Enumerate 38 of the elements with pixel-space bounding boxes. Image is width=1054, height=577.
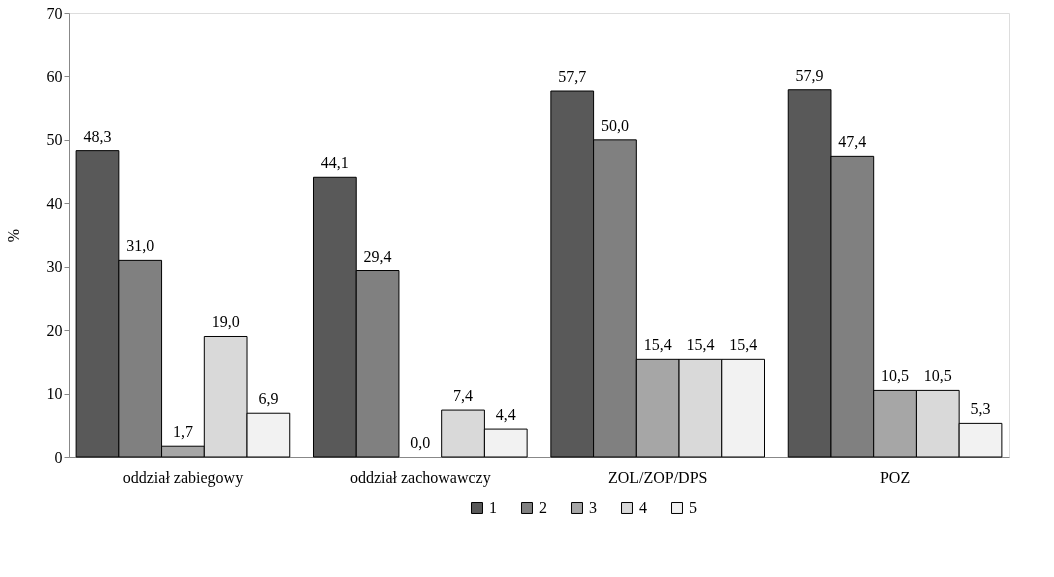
legend-label: 2: [539, 499, 547, 516]
data-label: 48,3: [83, 127, 112, 145]
x-tick-label: oddział zabiegowy: [122, 468, 244, 487]
y-tick-label: 10: [46, 385, 63, 403]
y-tick-label: 0: [54, 448, 63, 466]
y-tick-label: 40: [46, 194, 63, 212]
data-label: 10,5: [923, 367, 952, 385]
y-tick-label: 30: [46, 258, 63, 276]
legend-label: 3: [589, 499, 597, 516]
data-label: 50,0: [600, 116, 629, 134]
legend-label: 1: [489, 499, 497, 516]
data-label: 0,0: [410, 434, 431, 451]
data-label: 57,9: [795, 66, 824, 84]
data-label: 31,0: [126, 237, 155, 255]
data-label: 15,4: [729, 336, 758, 354]
y-tick-label: 20: [46, 321, 63, 339]
data-label: 19,0: [211, 313, 240, 331]
data-label: 1,7: [172, 423, 193, 441]
data-label: 15,4: [643, 336, 672, 354]
data-label: 47,4: [838, 133, 867, 151]
data-label: 29,4: [363, 247, 392, 265]
legend-label: 4: [639, 499, 647, 516]
y-tick-label: 50: [46, 131, 63, 149]
data-label: 4,4: [495, 406, 516, 424]
data-label: 44,1: [320, 154, 349, 172]
y-tick-label: 70: [46, 4, 63, 22]
data-label: 15,4: [686, 336, 715, 354]
x-tick-label: ZOL/ZOP/DPS: [607, 468, 708, 486]
data-label: 6,9: [258, 390, 279, 408]
x-tick-label: POZ: [879, 468, 911, 486]
data-label: 10,5: [881, 367, 910, 385]
x-tick-label: oddział zachowawczy: [349, 468, 491, 487]
y-tick-label: 60: [46, 67, 63, 85]
data-label: 7,4: [453, 387, 474, 405]
y-axis-title: %: [4, 228, 22, 243]
data-label: 57,7: [558, 68, 587, 86]
data-label: 5,3: [970, 400, 991, 418]
legend-label: 5: [689, 499, 697, 516]
